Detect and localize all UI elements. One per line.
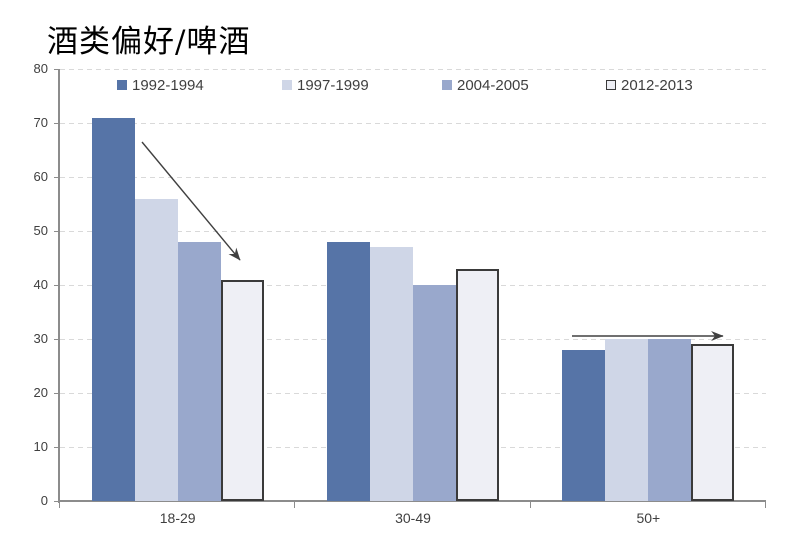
y-axis-tick-label-0: 0 xyxy=(40,493,48,508)
bar-2012-2013-18-29 xyxy=(220,279,264,501)
gridline-60 xyxy=(60,176,766,178)
y-axis-tick-label-30: 30 xyxy=(33,331,48,346)
x-axis-tick-2 xyxy=(529,502,531,508)
x-axis-tick-3 xyxy=(765,502,766,508)
bar-2004-2005-50+ xyxy=(648,339,692,501)
legend-label-2012-2013: 2012-2013 xyxy=(621,76,693,94)
legend-item-1992-1994: 1992-1994 xyxy=(117,76,204,94)
y-axis xyxy=(58,69,60,503)
bar-1997-1999-30-49 xyxy=(370,247,413,501)
legend-swatch-1992-1994 xyxy=(117,80,127,90)
gridline-80 xyxy=(60,68,766,70)
legend-label-1997-1999: 1997-1999 xyxy=(297,76,369,94)
y-axis-tick-40 xyxy=(54,285,60,286)
legend-label-1992-1994: 1992-1994 xyxy=(132,76,204,94)
bar-1997-1999-18-29 xyxy=(134,198,178,501)
bar-1997-1999-50+ xyxy=(605,339,649,501)
bar-2012-2013-50+ xyxy=(691,344,735,501)
x-axis-tick-1 xyxy=(294,502,296,508)
bar-2012-2013-30-49 xyxy=(456,268,499,501)
legend-swatch-2004-2005 xyxy=(442,80,452,90)
chart-title: 酒类偏好/啤酒 xyxy=(47,24,251,60)
legend-item-2012-2013: 2012-2013 xyxy=(606,76,693,94)
y-axis-tick-label-50: 50 xyxy=(33,223,48,238)
legend-item-2004-2005: 2004-2005 xyxy=(442,76,529,94)
bar-1992-1994-50+ xyxy=(562,349,606,501)
y-axis-tick-60 xyxy=(54,177,60,178)
x-axis-category-label-30-49: 30-49 xyxy=(395,510,431,526)
legend-label-2004-2005: 2004-2005 xyxy=(457,76,529,94)
y-axis-tick-label-20: 20 xyxy=(33,385,48,400)
legend-swatch-2012-2013 xyxy=(606,80,616,90)
y-axis-tick-10 xyxy=(54,447,60,448)
legend-swatch-1997-1999 xyxy=(282,80,292,90)
y-axis-tick-label-70: 70 xyxy=(33,115,48,130)
y-axis-tick-label-10: 10 xyxy=(33,439,48,454)
bar-1992-1994-18-29 xyxy=(91,117,135,501)
x-axis-category-label-50+: 50+ xyxy=(636,510,661,526)
gridline-70 xyxy=(60,122,766,124)
bar-2004-2005-30-49 xyxy=(413,285,456,501)
legend-item-1997-1999: 1997-1999 xyxy=(282,76,369,94)
y-axis-tick-50 xyxy=(54,231,60,232)
bar-2004-2005-18-29 xyxy=(177,241,221,501)
y-axis-tick-20 xyxy=(54,393,60,394)
y-axis-tick-30 xyxy=(54,339,60,340)
y-axis-tick-0 xyxy=(54,501,60,502)
x-axis xyxy=(58,500,766,502)
y-axis-tick-label-60: 60 xyxy=(33,169,48,184)
y-axis-tick-70 xyxy=(54,123,60,124)
gridline-50 xyxy=(60,230,766,232)
x-axis-category-label-18-29: 18-29 xyxy=(159,510,196,526)
y-axis-tick-label-40: 40 xyxy=(33,277,48,292)
x-axis-tick-0 xyxy=(59,502,60,508)
y-axis-tick-label-80: 80 xyxy=(33,61,48,76)
bar-1992-1994-30-49 xyxy=(327,241,370,501)
y-axis-tick-80 xyxy=(54,69,60,70)
